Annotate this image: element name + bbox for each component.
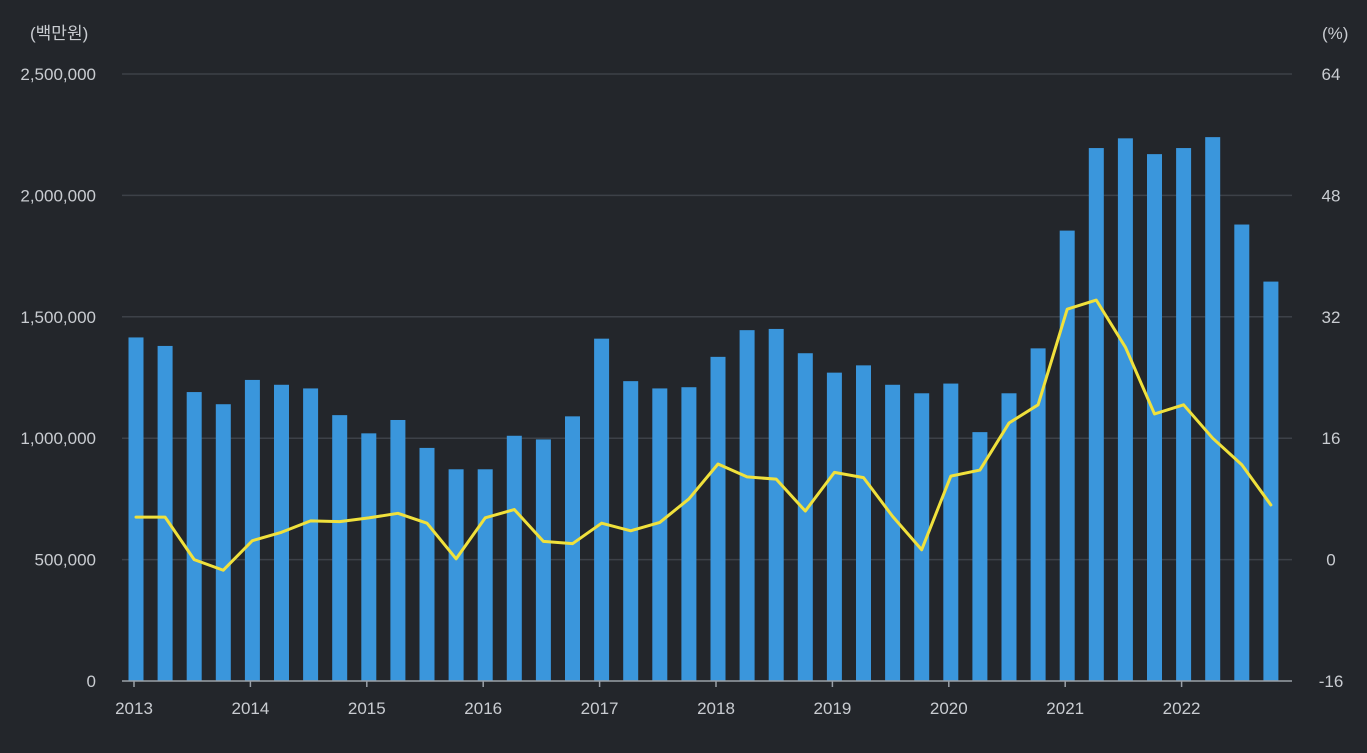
bar <box>186 392 202 681</box>
x-tick-label: 2016 <box>464 699 502 718</box>
left-axis-unit: (백만원) <box>30 24 88 43</box>
x-tick-label: 2014 <box>231 699 269 718</box>
bar <box>419 447 435 681</box>
x-tick-label: 2019 <box>813 699 851 718</box>
bar <box>710 356 726 681</box>
bar <box>390 419 406 681</box>
y-right-tick-label: 32 <box>1322 308 1341 327</box>
bar <box>1234 224 1250 681</box>
bar <box>1059 230 1075 681</box>
bar <box>943 383 959 681</box>
bar <box>1030 348 1046 681</box>
bar <box>128 337 144 681</box>
bar <box>1147 154 1162 681</box>
y-left-tick-label: 500,000 <box>35 551 96 570</box>
bar <box>361 433 377 681</box>
right-axis-unit: (%) <box>1322 24 1348 43</box>
bar <box>332 415 348 681</box>
bar <box>972 432 988 681</box>
bar <box>1117 138 1133 682</box>
x-tick-label: 2022 <box>1163 699 1201 718</box>
y-left-tick-label: 0 <box>87 672 96 691</box>
y-left-tick-label: 2,500,000 <box>20 65 96 84</box>
bar <box>826 372 842 681</box>
y-left-tick-label: 2,000,000 <box>20 186 96 205</box>
bar <box>565 416 580 681</box>
y-right-tick-label: 0 <box>1326 551 1335 570</box>
bar <box>856 365 871 681</box>
y-right-tick-label: 48 <box>1322 186 1341 205</box>
y-left-tick-label: 1,500,000 <box>20 308 96 327</box>
x-tick-label: 2018 <box>697 699 735 718</box>
bar <box>739 330 755 681</box>
x-tick-label: 2013 <box>115 699 153 718</box>
bar <box>652 388 668 681</box>
bar <box>797 353 813 681</box>
bar <box>1263 281 1279 681</box>
bar <box>1001 393 1017 681</box>
line-series <box>134 298 1273 572</box>
bar <box>157 345 173 681</box>
bar <box>885 384 901 681</box>
bar <box>303 388 319 681</box>
growth-rate-line <box>134 298 1273 572</box>
y-left-tick-label: 1,000,000 <box>20 429 96 448</box>
bar <box>1205 137 1221 682</box>
bar <box>215 404 231 681</box>
bar-series <box>128 137 1279 682</box>
bar <box>768 328 784 681</box>
bar <box>681 387 697 681</box>
y-right-tick-label: -16 <box>1319 672 1344 691</box>
y-right-tick-label: 16 <box>1322 429 1341 448</box>
bar <box>535 439 551 681</box>
bar <box>506 435 522 681</box>
bar <box>1176 148 1192 681</box>
bar <box>594 338 610 681</box>
bar <box>914 393 930 681</box>
x-tick-label: 2020 <box>930 699 968 718</box>
axes: 0 500,000 1,000,000 1,500,000 2,000,000 2,500… <box>20 65 1343 718</box>
bar <box>477 469 493 681</box>
bar <box>1088 148 1104 681</box>
gridlines <box>122 73 1292 561</box>
x-tick-label: 2015 <box>348 699 386 718</box>
bar <box>448 469 464 681</box>
x-tick-label: 2021 <box>1046 699 1084 718</box>
y-right-tick-label: 64 <box>1322 65 1341 84</box>
x-tick-label: 2017 <box>581 699 619 718</box>
bar <box>244 379 260 681</box>
